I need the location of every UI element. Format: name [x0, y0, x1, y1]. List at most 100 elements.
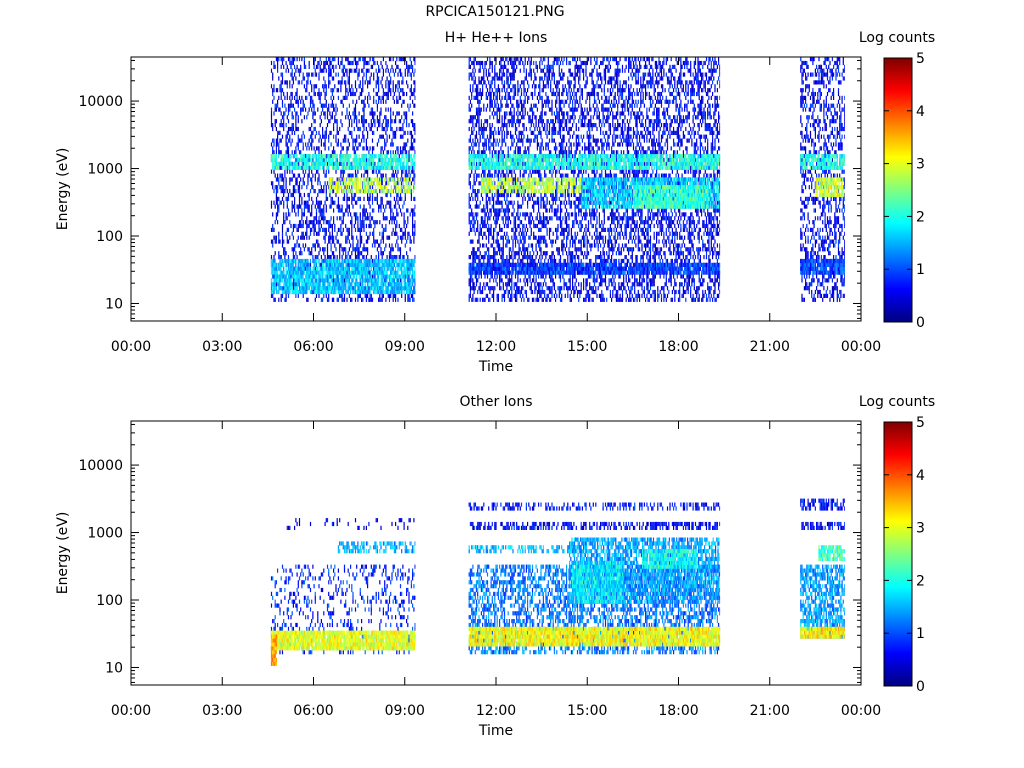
spectrogram-cell	[396, 111, 397, 115]
spectrogram-cell	[287, 166, 288, 170]
spectrogram-cell	[338, 73, 339, 77]
spectrogram-cell	[356, 123, 357, 127]
spectrogram-cell	[287, 80, 288, 84]
spectrogram-cell	[311, 73, 312, 77]
spectrogram-cell	[355, 212, 356, 216]
spectrogram-cell	[304, 61, 305, 65]
spectrogram-cell	[306, 205, 307, 209]
spectrogram-cell	[415, 205, 416, 209]
spectrogram-cell	[306, 80, 307, 84]
spectrogram-cell	[328, 255, 329, 259]
spectrogram-cell	[293, 236, 294, 240]
spectrogram-cell	[326, 193, 327, 197]
spectrogram-cell	[393, 57, 394, 61]
spectrogram-cell	[271, 259, 272, 263]
spectrogram-cell	[288, 240, 289, 244]
spectrogram-cell	[368, 271, 369, 275]
spectrogram-cell	[304, 208, 305, 212]
spectrogram-cell	[282, 177, 283, 181]
spectrogram-cell	[276, 108, 277, 112]
spectrogram-cell	[312, 185, 313, 189]
spectrogram-cell	[303, 76, 304, 80]
spectrogram-cell	[325, 247, 326, 251]
spectrogram-cell	[298, 290, 299, 294]
spectrogram-cell	[283, 65, 284, 69]
spectrogram-cell	[342, 111, 343, 115]
spectrogram-cell	[300, 205, 301, 209]
spectrogram-cell	[309, 278, 310, 282]
spectrogram-cell	[310, 100, 311, 104]
spectrogram-cell	[397, 146, 398, 150]
spectrogram-cell	[292, 170, 293, 174]
spectrogram-cell	[282, 104, 283, 108]
spectrogram-cell	[360, 243, 361, 247]
spectrogram-cell	[301, 259, 302, 263]
spectrogram-cell	[320, 208, 321, 212]
spectrogram-cell	[412, 146, 413, 150]
spectrogram-cell	[322, 247, 323, 251]
spectrogram-cell	[329, 73, 330, 77]
spectrogram-cell	[340, 232, 341, 236]
spectrogram-cell	[415, 150, 416, 154]
spectrogram-cell	[372, 243, 373, 247]
spectrogram-cell	[309, 146, 310, 150]
spectrogram-cell	[380, 201, 381, 205]
spectrogram-cell	[412, 166, 413, 170]
spectrogram-cell	[343, 96, 344, 100]
spectrogram-cell	[344, 247, 345, 251]
spectrogram-cell	[306, 282, 307, 286]
spectrogram-cell	[393, 131, 394, 135]
spectrogram-cell	[281, 84, 282, 88]
spectrogram-cell	[305, 220, 306, 224]
spectrogram-cell	[370, 271, 371, 275]
spectrogram-cell	[360, 127, 361, 131]
spectrogram-cell	[384, 278, 385, 282]
spectrogram-cell	[315, 73, 316, 77]
spectrogram-cell	[318, 208, 319, 212]
spectrogram-cell	[331, 73, 332, 77]
spectrogram-cell	[366, 142, 367, 146]
spectrogram-cell	[410, 57, 411, 61]
spectrogram-cell	[306, 228, 307, 232]
spectrogram-cell	[389, 236, 390, 240]
spectrogram-cell	[309, 139, 310, 143]
spectrogram-cell	[288, 255, 289, 259]
spectrogram-cell	[281, 255, 282, 259]
spectrogram-cell	[283, 251, 284, 255]
spectrogram-cell	[275, 123, 276, 127]
spectrogram-cell	[363, 228, 364, 232]
spectrogram-cell	[310, 142, 311, 146]
spectrogram-cell	[340, 208, 341, 212]
spectrogram-cell	[276, 127, 277, 131]
spectrogram-cell	[396, 127, 397, 131]
spectrogram-cell	[368, 197, 369, 201]
spectrogram-cell	[309, 92, 310, 96]
spectrogram-cell	[413, 240, 414, 244]
spectrogram-cell	[367, 197, 368, 201]
spectrogram-cell	[293, 127, 294, 131]
spectrogram-cell	[337, 205, 338, 209]
spectrogram-cell	[277, 267, 278, 271]
spectrogram-cell	[350, 298, 351, 302]
spectrogram-cell	[348, 251, 349, 255]
spectrogram-cell	[388, 96, 389, 100]
spectrogram-cell	[273, 65, 274, 69]
spectrogram-cell	[377, 92, 378, 96]
spectrogram-cell	[297, 181, 298, 185]
spectrogram-cell	[366, 158, 367, 162]
spectrogram-cell	[300, 236, 301, 240]
spectrogram-cell	[400, 146, 401, 150]
spectrogram-cell	[408, 170, 409, 174]
spectrogram-cell	[290, 271, 291, 275]
spectrogram-cell	[288, 127, 289, 131]
spectrogram-cell	[306, 84, 307, 88]
spectrogram-cell	[284, 298, 285, 302]
spectrogram-cell	[412, 224, 413, 228]
spectrogram-cell	[299, 174, 300, 178]
spectrogram-cell	[298, 174, 299, 178]
spectrogram-cell	[405, 170, 406, 174]
spectrogram-cell	[303, 170, 304, 174]
spectrogram-cell	[344, 298, 345, 302]
spectrogram-cell	[277, 177, 278, 181]
spectrogram-cell	[366, 139, 367, 143]
